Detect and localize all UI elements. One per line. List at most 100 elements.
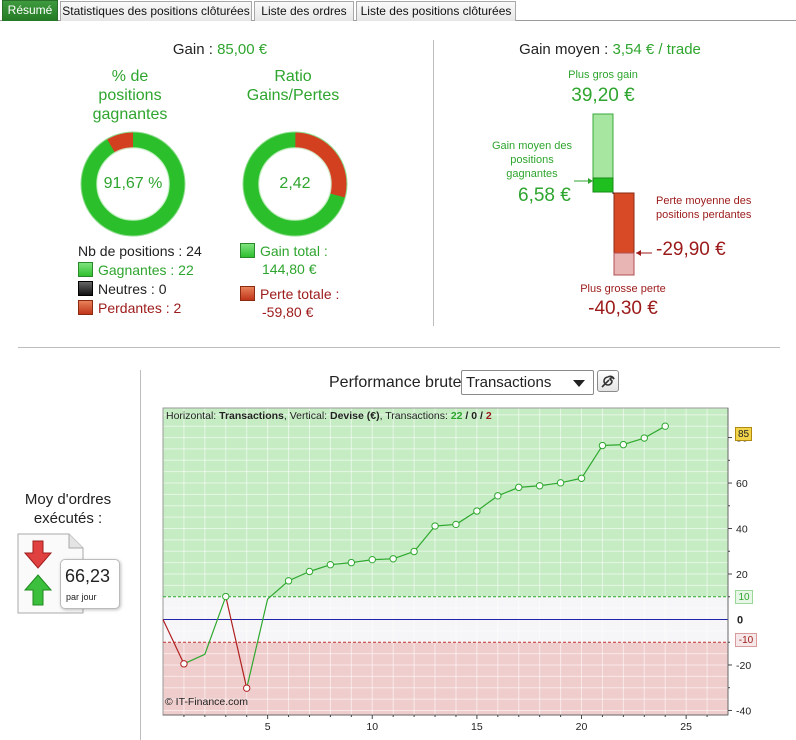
pct-donut xyxy=(80,131,186,237)
x-tick-label: 20 xyxy=(576,721,588,733)
x-tick-label: 5 xyxy=(265,721,271,733)
gain-total: Gain total : xyxy=(240,242,339,260)
loss-range-bar xyxy=(613,252,635,276)
data-point xyxy=(410,547,418,556)
chart-info: Horizontal: Transactions, Vertical: Devi… xyxy=(166,410,492,422)
green-square-icon xyxy=(78,262,93,277)
series-segment xyxy=(183,653,206,665)
loss-zone xyxy=(163,642,728,715)
totals-legend: Gain total : 144,80 € Perte totale : -59… xyxy=(240,242,339,321)
data-point xyxy=(284,577,293,585)
gain-moyen-header: Gain moyen : 3,54 € / trade xyxy=(470,41,750,58)
gain-label: Gain : xyxy=(172,41,213,58)
lower-threshold-tag: -10 xyxy=(735,633,757,647)
wrench-icon xyxy=(601,375,615,388)
chart-info-vertical: Devise (€) xyxy=(330,410,380,422)
last-value-tag: 85 xyxy=(735,427,752,441)
gain-average-bar xyxy=(592,177,614,193)
data-point xyxy=(473,507,481,515)
red-square-icon xyxy=(78,300,93,315)
chart-info-loss: 2 xyxy=(485,410,492,422)
perte-totale-value: -59,80 € xyxy=(262,304,314,320)
gain-moyen-gagnantes-value: 6,58 € xyxy=(518,185,571,206)
black-square-icon xyxy=(78,281,93,296)
series-segment xyxy=(288,570,310,582)
pct-value: 91,67 % xyxy=(103,175,163,192)
plus-grosse-perte-value: -40,30 € xyxy=(588,298,658,319)
gain-zone xyxy=(163,408,728,597)
legend-neutres: Neutres : 0 xyxy=(78,280,202,299)
gain-range-bar xyxy=(592,113,614,179)
orders-card: 66,23 par jour xyxy=(60,559,120,609)
series-segment xyxy=(581,445,603,479)
divider-vertical xyxy=(433,40,434,326)
ratio-donut-win xyxy=(243,132,347,236)
tab-liste-positions[interactable]: Liste des positions clôturées xyxy=(356,1,516,21)
ratio-value: 2,42 xyxy=(279,175,311,192)
plus-gros-gain-label: Plus gros gain xyxy=(568,69,638,81)
data-point xyxy=(305,567,314,576)
y-tick-label: 60 xyxy=(736,478,748,490)
y-tick-label: 20 xyxy=(736,569,748,581)
data-point xyxy=(515,483,523,492)
tab-resume[interactable]: Résumé xyxy=(2,0,58,21)
divider-vertical-bottom xyxy=(140,370,141,740)
red-square-icon xyxy=(240,286,255,301)
orders-unit: par jour xyxy=(66,592,97,602)
plus-gros-gain-value: 39,20 € xyxy=(571,85,635,106)
series-segment xyxy=(455,510,478,525)
data-point xyxy=(243,684,251,692)
gain-moyen-label: Gain moyen : xyxy=(519,41,609,58)
data-point xyxy=(556,479,565,487)
chart-info-horizontal: Transactions xyxy=(219,410,284,422)
gain-value: 85,00 € xyxy=(217,41,268,58)
pct-title: % de positions gagnantes xyxy=(92,68,168,123)
y-tick-label: -40 xyxy=(736,705,751,717)
plus-grosse-perte-label: Plus grosse perte xyxy=(580,283,666,295)
series-segment xyxy=(476,495,499,512)
chart-copyright: © IT-Finance.com xyxy=(165,696,249,708)
legend-perdantes: Perdantes : 2 xyxy=(78,299,202,318)
series-segment xyxy=(267,580,289,600)
divider-horizontal xyxy=(18,347,780,348)
tab-statistiques[interactable]: Statistiques des positions clôturées xyxy=(60,1,252,21)
perte-moyenne-value: -29,90 € xyxy=(656,239,726,260)
gain-total-value: 144,80 € xyxy=(262,261,317,277)
series-segment xyxy=(204,596,227,655)
gain-moyen-value: 3,54 € / trade xyxy=(612,41,701,58)
green-square-icon xyxy=(240,243,255,258)
perte-totale: Perte totale : xyxy=(240,285,339,303)
data-point xyxy=(389,555,397,563)
y-tick-label: 40 xyxy=(736,524,748,536)
data-point xyxy=(577,474,586,482)
performance-select[interactable]: Transactions xyxy=(461,370,594,395)
ratio-title: Ratio Gains/Pertes xyxy=(246,68,340,104)
data-point xyxy=(180,660,188,668)
gain-header: Gain : 85,00 € xyxy=(60,41,380,58)
performance-title: Performance brute xyxy=(329,374,462,391)
data-point xyxy=(326,560,335,569)
loss-average-bar xyxy=(613,192,635,254)
data-point xyxy=(452,520,460,529)
x-tick-label: 15 xyxy=(471,721,483,733)
upper-threshold-tag: 10 xyxy=(735,590,753,604)
positions-legend: Nb de positions : 24 Gagnantes : 22 Neut… xyxy=(78,242,202,318)
tab-liste-ordres[interactable]: Liste des ordres xyxy=(254,1,354,21)
arrow-up-icon xyxy=(23,574,53,606)
arrow-down-icon xyxy=(23,540,53,569)
data-point xyxy=(431,522,439,530)
chart-info-neutral: 0 xyxy=(471,410,478,422)
series-segment xyxy=(225,596,248,689)
settings-button[interactable] xyxy=(597,370,619,392)
data-point xyxy=(640,434,648,442)
data-point xyxy=(535,482,544,490)
orders-value: 66,23 xyxy=(65,566,111,586)
data-point xyxy=(661,422,669,430)
data-point xyxy=(619,440,628,449)
x-tick-label: 10 xyxy=(366,721,378,733)
data-point xyxy=(598,441,607,450)
chevron-down-icon xyxy=(573,380,585,387)
y-tick-label: -20 xyxy=(736,660,751,672)
orders-title: Moy d'ordres exécutés : xyxy=(24,491,112,527)
